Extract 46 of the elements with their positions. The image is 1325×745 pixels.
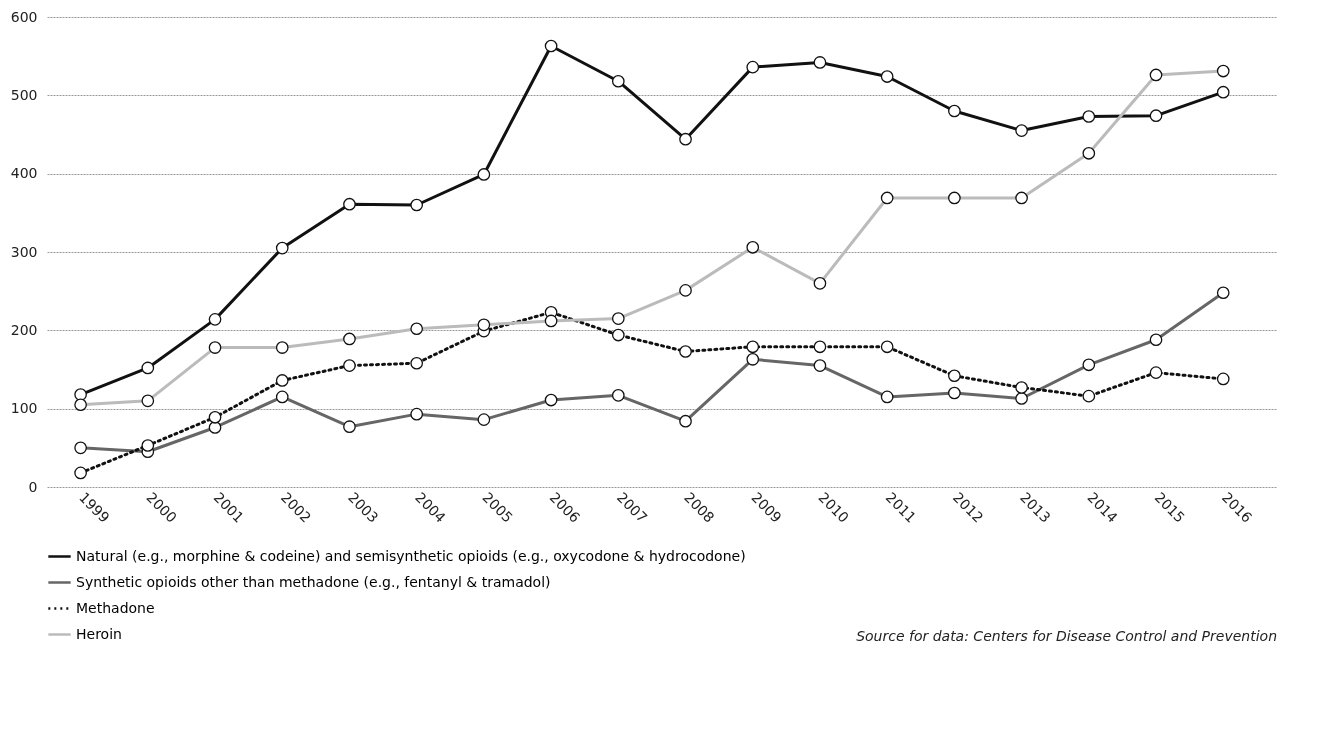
- y-tick-label: 600: [10, 8, 38, 25]
- point: [880, 340, 894, 354]
- point: [1216, 372, 1230, 386]
- legend-label: Methadone: [76, 599, 155, 616]
- y-tick-label: 100: [10, 400, 38, 417]
- point: [746, 60, 760, 74]
- point: [141, 361, 155, 375]
- point: [1015, 124, 1028, 137]
- point: [880, 70, 894, 83]
- y-tick-label: 500: [10, 86, 38, 103]
- point: [410, 198, 424, 212]
- point: [208, 410, 222, 424]
- y-tick-label: 300: [10, 243, 38, 260]
- y-tick-label: 400: [10, 165, 38, 182]
- point: [1082, 389, 1096, 403]
- legend-label: Heroin: [76, 625, 122, 642]
- point: [410, 356, 424, 370]
- point: [74, 466, 87, 480]
- point: [343, 359, 356, 372]
- y-tick-label: 0: [28, 478, 38, 495]
- point: [1015, 381, 1028, 394]
- point: [74, 388, 87, 401]
- point: [208, 313, 222, 326]
- point: [679, 132, 692, 146]
- point: [1082, 110, 1096, 123]
- y-tick-label: 200: [10, 321, 38, 338]
- point: [275, 374, 289, 387]
- point: [679, 345, 692, 358]
- source-note: Source for data: Centers for Disease Control and Prevention: [856, 628, 1277, 644]
- point: [1216, 85, 1230, 99]
- point: [1149, 366, 1163, 379]
- point: [813, 56, 827, 69]
- point: [141, 439, 155, 452]
- point: [746, 340, 760, 354]
- point: [477, 168, 491, 181]
- point: [948, 104, 961, 118]
- point: [813, 340, 827, 354]
- point: [948, 369, 961, 383]
- point: [275, 241, 289, 255]
- point: [544, 39, 558, 53]
- legend-label: Synthetic opioids other than methadone (e.g., fentanyl & tramadol): [76, 573, 551, 590]
- point: [611, 328, 625, 342]
- legend-label: Natural (e.g., morphine & codeine) and semisynthetic opioids (e.g., oxycodone & hydrocodone): [76, 547, 746, 564]
- point: [611, 74, 625, 88]
- point: [1149, 109, 1163, 123]
- point: [343, 197, 356, 211]
